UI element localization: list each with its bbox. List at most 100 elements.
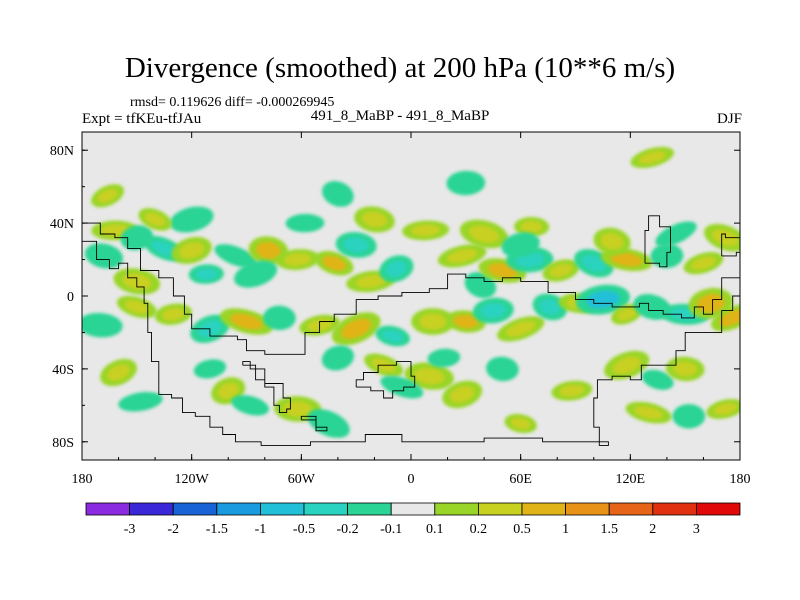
contour-blob-core: [508, 237, 533, 253]
contour-blob-core: [217, 382, 239, 399]
colorbar-label: 0.2: [470, 522, 488, 537]
colorbar-swatch: [477, 502, 523, 516]
coastline-layer: [82, 215, 740, 446]
colorbar-label: 0.1: [426, 522, 444, 537]
colorbar-label: -1.5: [206, 522, 228, 537]
contour-blob-core: [581, 254, 606, 272]
contour-blob-peak: [726, 313, 740, 322]
contour-blob-core: [638, 151, 666, 164]
contour-blob-core: [284, 253, 312, 266]
contour-blob-core: [178, 211, 206, 228]
contour-blob-peak: [348, 323, 364, 334]
contour-blob-core: [634, 406, 663, 420]
colorbar-label: -0.2: [337, 522, 359, 537]
contour-blob-peak: [238, 317, 255, 326]
y-tick-label: 80S: [52, 436, 74, 451]
contour-blob-core: [549, 263, 573, 278]
coastline: [721, 233, 740, 257]
contour-blob-core: [510, 417, 531, 430]
x-tick-label: 180: [730, 472, 751, 487]
contour-blob-core: [161, 307, 185, 321]
contour-blob-core: [199, 363, 220, 375]
colorbar-swatch: [347, 502, 392, 516]
contour-blob-core: [691, 256, 716, 270]
colorbar-swatch: [85, 502, 130, 516]
colorbar-label: 1.5: [600, 522, 618, 537]
colorbar-swatch: [129, 502, 174, 516]
coastline: [242, 361, 291, 414]
contour-blob-core: [292, 217, 318, 229]
y-tick-label: 40N: [50, 217, 74, 232]
contour-blob-core: [86, 317, 115, 333]
contour-blob-core: [328, 186, 348, 202]
contour-blob-core: [144, 212, 166, 227]
contour-blob-peak: [328, 259, 341, 267]
x-tick-label: 180: [72, 472, 93, 487]
contour-blob-core: [151, 240, 177, 257]
contour-blob-core: [612, 356, 641, 375]
contour-blob-core: [673, 361, 698, 377]
contour-blob-core: [242, 265, 270, 283]
colorbar-swatch: [303, 502, 348, 516]
contour-blob-core: [559, 384, 585, 397]
colorbar-swatch: [521, 502, 566, 516]
season-label: DJF: [716, 111, 742, 127]
colorbar-swatch: [216, 502, 261, 516]
contour-blob-core: [539, 298, 561, 315]
x-tick-label: 60E: [509, 472, 532, 487]
chart-title: Divergence (smoothed) at 200 hPa (10**6 …: [124, 52, 676, 84]
x-tick-label: 120W: [175, 472, 210, 487]
contour-blob-core: [520, 220, 543, 233]
experiment-label: Expt = tfKEu-tfJAu: [82, 111, 202, 127]
colorbar-label: -2: [167, 522, 179, 537]
contour-blob-core: [179, 242, 205, 259]
contour-blob-peak: [594, 295, 612, 305]
colorbar-label: 3: [693, 522, 700, 537]
contour-blob-core: [315, 414, 342, 433]
contour-blob-core: [238, 399, 262, 412]
colorbar-label: -0.1: [380, 522, 402, 537]
colorbar-label: -3: [124, 522, 136, 537]
contour-blob-core: [663, 226, 689, 242]
contour-blob-core: [107, 364, 130, 381]
y-tick-label: 0: [67, 290, 74, 305]
colorbar-label: 2: [649, 522, 656, 537]
contour-blob-core: [492, 361, 513, 377]
contour-blob-core: [355, 274, 387, 288]
case-label: 491_8_MaBP - 491_8_MaBP: [310, 108, 490, 124]
x-tick-label: 120E: [616, 472, 646, 487]
contour-blob-core: [97, 188, 118, 203]
colorbar-swatch: [696, 502, 741, 516]
contour-blob-core: [100, 224, 130, 237]
colorbar-swatch: [259, 502, 305, 516]
colorbar-swatch: [172, 502, 218, 516]
contour-blob-core: [385, 260, 407, 277]
contour-blob-core: [449, 386, 475, 403]
contour-blob-core: [453, 175, 478, 191]
coastline: [82, 222, 740, 355]
contour-blob-core: [600, 233, 624, 250]
contour-blob-core: [411, 224, 441, 237]
contour-blob-peak: [495, 266, 510, 275]
coastline: [355, 361, 416, 399]
contour-blob-core: [469, 225, 500, 243]
contour-blob-core: [124, 300, 150, 314]
x-tick-label: 60W: [288, 472, 316, 487]
contour-blob-core: [269, 310, 290, 326]
contour-blob-core: [447, 248, 478, 263]
contour-blob-core: [419, 313, 447, 330]
contour-blob-core: [616, 307, 637, 321]
coastline: [82, 240, 740, 446]
contour-blob-peak: [459, 318, 472, 325]
x-tick-label: 0: [408, 472, 415, 487]
contour-blob-peak: [262, 246, 275, 255]
contour-blob-core: [713, 402, 738, 415]
contour-blob-core: [343, 237, 369, 253]
y-tick-label: 40S: [52, 363, 74, 378]
colorbar-swatch: [565, 502, 610, 516]
colorbar-swatch: [434, 502, 479, 516]
y-tick-label: 80N: [50, 144, 74, 159]
contour-blob-core: [195, 268, 218, 281]
colorbar-label: 1: [562, 522, 569, 537]
